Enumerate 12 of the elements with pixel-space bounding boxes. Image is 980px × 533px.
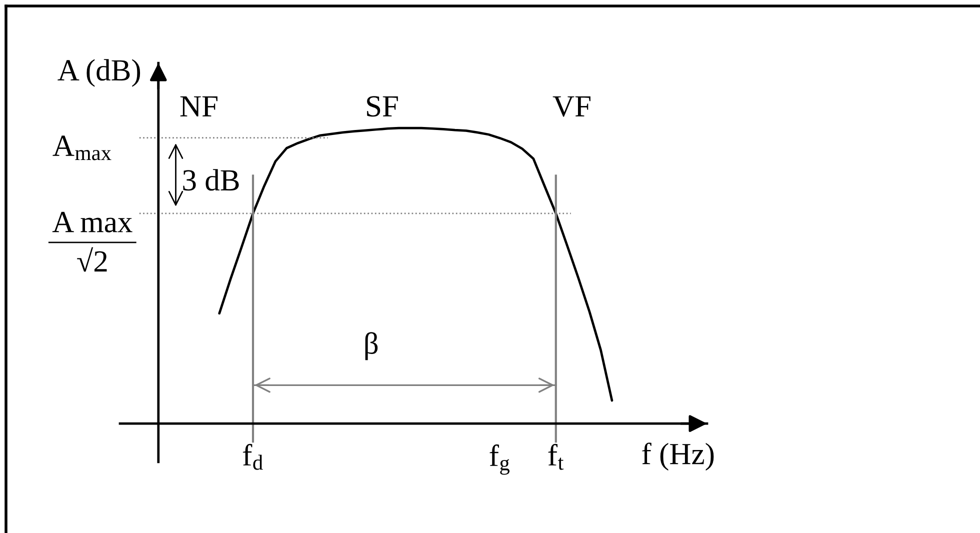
x-tick-label: f$_{g}$ bbox=[490, 444, 510, 475]
series-label: β bbox=[365, 332, 378, 360]
ref-line-label: A$_{max}$ bbox=[52, 136, 112, 160]
ref-line-label: A max √2 bbox=[52, 212, 132, 272]
y-axis-title: A (dB) bbox=[58, 59, 140, 87]
annotation: 3 dB bbox=[183, 169, 239, 191]
text: NF bbox=[180, 96, 218, 116]
text: VF bbox=[552, 96, 590, 117]
text: SF bbox=[367, 96, 398, 117]
x-tick-label: f$_{t}$ bbox=[548, 444, 564, 470]
x-tick-label: f$_{d}$ bbox=[242, 444, 263, 470]
x-axis-title: f (Hz) bbox=[642, 442, 714, 471]
